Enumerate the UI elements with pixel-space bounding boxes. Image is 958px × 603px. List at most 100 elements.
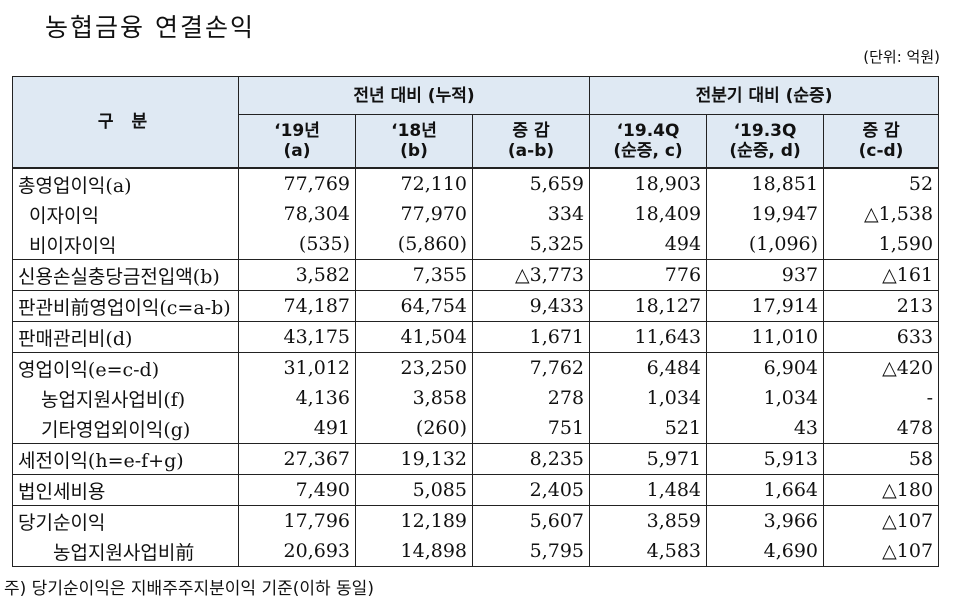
column-header: 증 감 (c-d): [823, 114, 940, 169]
cell-value: 18,127: [589, 290, 708, 322]
cell-value: 3,858: [355, 383, 473, 413]
cell-value: 52: [823, 167, 940, 199]
cell-value: 5,607: [471, 505, 591, 536]
cell-value: 7,490: [238, 474, 356, 506]
column-header-line1: 증 감: [512, 121, 550, 141]
header-gubun: 구 분: [12, 76, 239, 169]
cell-value: 58: [823, 443, 940, 475]
cell-value: 12,189: [355, 505, 473, 536]
row-label: 판관비前영업이익(c=a-b): [12, 290, 239, 322]
cell-value: 64,754: [355, 290, 473, 322]
column-header: ‘19년 (a): [238, 114, 356, 169]
cell-value: 77,769: [238, 167, 356, 199]
cell-value: 1,034: [589, 383, 708, 413]
column-header-line2: (c-d): [858, 141, 904, 161]
cell-value: 521: [589, 413, 708, 444]
table-row: 신용손실충당금전입액(b) 3,582 7,355 △3,773 776 937 △161: [12, 259, 940, 291]
cell-value: 937: [706, 259, 825, 291]
cell-value: 17,914: [706, 290, 825, 322]
cell-value: △107: [823, 536, 940, 567]
income-statement-table: 구 분 전년 대비 (누적) 전분기 대비 (순증) ‘19년 (a) ‘18년 (b…: [12, 76, 940, 567]
cell-value: 5,795: [471, 536, 591, 567]
cell-value: 278: [471, 383, 591, 413]
cell-value: 1,484: [589, 474, 708, 506]
row-label: 총영업이익(a): [12, 167, 239, 199]
row-label: 판매관리비(d): [12, 321, 239, 353]
column-header: ‘19.4Q (순증, c): [589, 114, 708, 169]
table-row: 농업지원사업비前 20,693 14,898 5,795 4,583 4,690 △107: [12, 536, 940, 567]
cell-value: 6,484: [589, 352, 708, 383]
table-row: 판관비前영업이익(c=a-b) 74,187 64,754 9,433 18,127 17…: [12, 290, 940, 322]
cell-value: △420: [823, 352, 940, 383]
cell-value: 77,970: [355, 199, 473, 229]
cell-value: 78,304: [238, 199, 356, 229]
column-header-line2: (a-b): [507, 141, 555, 161]
cell-value: -: [823, 383, 940, 413]
cell-value: △3,773: [471, 259, 591, 291]
row-label: 법인세비용: [12, 474, 239, 506]
cell-value: 27,367: [238, 443, 356, 475]
table-row: 세전이익(h=e-f+g) 27,367 19,132 8,235 5,971 5,913…: [12, 443, 940, 475]
cell-value: 1,034: [706, 383, 825, 413]
cell-value: 18,903: [589, 167, 708, 199]
row-label: 신용손실충당금전입액(b): [12, 259, 239, 291]
cell-value: (535): [238, 229, 356, 260]
cell-value: 633: [823, 321, 940, 353]
cell-value: (5,860): [355, 229, 473, 260]
cell-value: 7,355: [355, 259, 473, 291]
cell-value: 213: [823, 290, 940, 322]
cell-value: 74,187: [238, 290, 356, 322]
cell-value: 4,583: [589, 536, 708, 567]
footnote: 주) 당기순이익은 지배주주지분이익 기준(이하 동일): [4, 579, 374, 599]
cell-value: 23,250: [355, 352, 473, 383]
column-header: ‘18년 (b): [355, 114, 473, 169]
cell-value: 6,904: [706, 352, 825, 383]
column-header-line1: ‘19.3Q: [733, 121, 797, 141]
cell-value: 4,136: [238, 383, 356, 413]
cell-value: 478: [823, 413, 940, 444]
header-group-qoq: 전분기 대비 (순증): [589, 76, 940, 115]
column-header-line1: ‘19년: [274, 121, 320, 141]
cell-value: 1,590: [823, 229, 940, 260]
cell-value: 3,859: [589, 505, 708, 536]
cell-value: 776: [589, 259, 708, 291]
column-header: ‘19.3Q (순증, d): [706, 114, 825, 169]
cell-value: 1,664: [706, 474, 825, 506]
cell-value: 72,110: [355, 167, 473, 199]
table-row: 총영업이익(a) 77,769 72,110 5,659 18,903 18,851 52: [12, 167, 940, 199]
cell-value: 18,409: [589, 199, 708, 229]
cell-value: (260): [355, 413, 473, 444]
cell-value: 7,762: [471, 352, 591, 383]
cell-value: △161: [823, 259, 940, 291]
table-row: 법인세비용 7,490 5,085 2,405 1,484 1,664 △180: [12, 474, 940, 506]
cell-value: 43: [706, 413, 825, 444]
table-row: 기타영업외이익(g) 491 (260) 751 521 43 478: [12, 413, 940, 444]
cell-value: △1,538: [823, 199, 940, 229]
row-label: 기타영업외이익(g): [12, 413, 239, 444]
table-row: 비이자이익 (535) (5,860) 5,325 494 (1,096) 1,590: [12, 229, 940, 260]
column-header-line2: (순증, d): [729, 141, 801, 161]
cell-value: 5,325: [471, 229, 591, 260]
cell-value: △107: [823, 505, 940, 536]
cell-value: 3,582: [238, 259, 356, 291]
cell-value: 31,012: [238, 352, 356, 383]
cell-value: 9,433: [471, 290, 591, 322]
cell-value: 8,235: [471, 443, 591, 475]
row-label: 농업지원사업비(f): [12, 383, 239, 413]
cell-value: 3,966: [706, 505, 825, 536]
header-group-yoy: 전년 대비 (누적): [237, 76, 591, 115]
column-header-line2: (순증, c): [613, 141, 683, 161]
table-row: 판매관리비(d) 43,175 41,504 1,671 11,643 11,010 633: [12, 321, 940, 353]
cell-value: 491: [238, 413, 356, 444]
cell-value: 494: [589, 229, 708, 260]
row-label: 영업이익(e=c-d): [12, 352, 239, 383]
cell-value: 5,971: [589, 443, 708, 475]
cell-value: 14,898: [355, 536, 473, 567]
cell-value: 5,913: [706, 443, 825, 475]
column-header-line2: (a): [283, 141, 311, 161]
cell-value: 11,010: [706, 321, 825, 353]
cell-value: 41,504: [355, 321, 473, 353]
table-row: 이자이익 78,304 77,970 334 18,409 19,947 △1,538: [12, 199, 940, 229]
cell-value: 19,132: [355, 443, 473, 475]
row-label: 이자이익: [12, 199, 239, 229]
